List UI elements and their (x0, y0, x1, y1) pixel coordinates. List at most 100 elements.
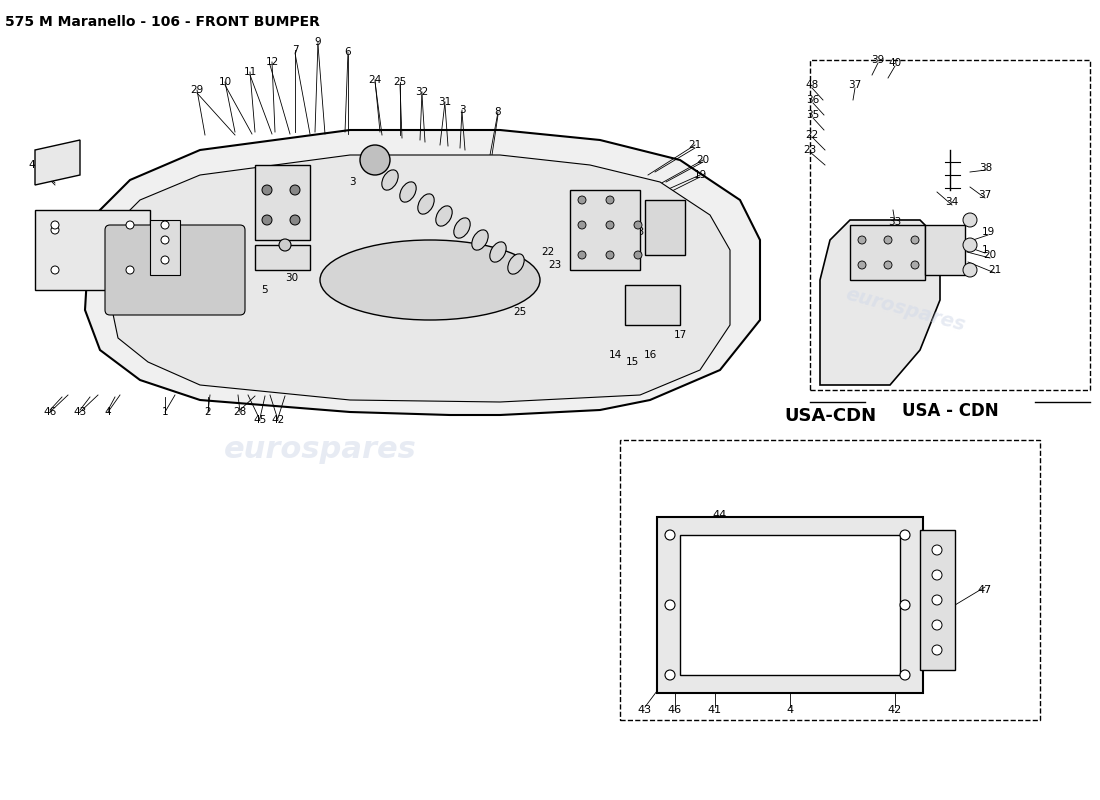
Circle shape (262, 215, 272, 225)
Text: eurospares: eurospares (273, 329, 468, 391)
Text: USA-CDN: USA-CDN (784, 407, 876, 425)
Text: 44: 44 (713, 510, 727, 520)
Text: 27: 27 (483, 305, 496, 315)
PathPatch shape (820, 220, 940, 385)
Text: 47: 47 (978, 585, 992, 595)
Ellipse shape (399, 182, 416, 202)
Text: 575 M Maranello - 106 - FRONT BUMPER: 575 M Maranello - 106 - FRONT BUMPER (6, 15, 320, 29)
Circle shape (858, 261, 866, 269)
Text: 29: 29 (190, 85, 204, 95)
Circle shape (666, 600, 675, 610)
Ellipse shape (490, 242, 506, 262)
FancyBboxPatch shape (104, 225, 245, 315)
Text: 42: 42 (272, 415, 285, 425)
Text: 1: 1 (162, 407, 168, 417)
Circle shape (962, 263, 977, 277)
Circle shape (900, 530, 910, 540)
Circle shape (161, 256, 169, 264)
Circle shape (932, 645, 942, 655)
Circle shape (606, 196, 614, 204)
Circle shape (51, 226, 59, 234)
Text: eurospares: eurospares (714, 583, 856, 627)
Circle shape (126, 266, 134, 274)
FancyBboxPatch shape (810, 60, 1090, 390)
Text: 43: 43 (74, 407, 87, 417)
Text: 33: 33 (889, 217, 902, 227)
Circle shape (51, 221, 59, 229)
Circle shape (900, 670, 910, 680)
FancyBboxPatch shape (35, 210, 150, 290)
Text: 20: 20 (696, 155, 710, 165)
FancyBboxPatch shape (150, 220, 180, 275)
Text: 40: 40 (889, 58, 902, 68)
Ellipse shape (418, 194, 434, 214)
Text: 7: 7 (292, 45, 298, 55)
Ellipse shape (508, 254, 525, 274)
Circle shape (578, 196, 586, 204)
Text: 25: 25 (394, 77, 407, 87)
Text: 37: 37 (848, 80, 861, 90)
Text: 2: 2 (205, 407, 211, 417)
Circle shape (634, 221, 642, 229)
Text: 46: 46 (43, 407, 56, 417)
PathPatch shape (85, 130, 760, 415)
Text: eurospares: eurospares (223, 435, 417, 465)
Text: 34: 34 (945, 197, 958, 207)
Circle shape (962, 238, 977, 252)
Circle shape (161, 221, 169, 229)
Text: 9: 9 (315, 37, 321, 47)
Text: 41: 41 (708, 705, 722, 715)
Text: 21: 21 (989, 265, 1002, 275)
Text: 37: 37 (978, 190, 991, 200)
Circle shape (932, 570, 942, 580)
Circle shape (51, 266, 59, 274)
Text: 18: 18 (646, 243, 659, 253)
Text: 42: 42 (888, 705, 902, 715)
Text: 10: 10 (219, 77, 232, 87)
Text: 28: 28 (233, 407, 246, 417)
FancyBboxPatch shape (625, 285, 680, 325)
Circle shape (634, 251, 642, 259)
Text: 32: 32 (416, 87, 429, 97)
Circle shape (932, 620, 942, 630)
Text: 5: 5 (262, 285, 268, 295)
Text: 39: 39 (871, 55, 884, 65)
Text: 3: 3 (459, 105, 465, 115)
Circle shape (290, 185, 300, 195)
Ellipse shape (472, 230, 488, 250)
Circle shape (290, 215, 300, 225)
Text: 16: 16 (644, 350, 657, 360)
Circle shape (911, 261, 918, 269)
PathPatch shape (108, 155, 730, 402)
Text: 25: 25 (514, 307, 527, 317)
PathPatch shape (35, 140, 80, 185)
Text: 22: 22 (805, 130, 818, 140)
Circle shape (932, 595, 942, 605)
Text: eurospares: eurospares (133, 231, 327, 309)
FancyBboxPatch shape (255, 165, 310, 240)
Text: 3: 3 (349, 177, 355, 187)
Ellipse shape (382, 170, 398, 190)
FancyBboxPatch shape (620, 440, 1040, 720)
Text: 45: 45 (253, 415, 266, 425)
Text: 36: 36 (806, 95, 820, 105)
Circle shape (884, 236, 892, 244)
FancyBboxPatch shape (850, 225, 925, 280)
Circle shape (911, 236, 918, 244)
Text: 14: 14 (608, 350, 622, 360)
FancyBboxPatch shape (645, 200, 685, 255)
Text: 22: 22 (541, 247, 554, 257)
Circle shape (606, 251, 614, 259)
Text: 1: 1 (981, 245, 988, 255)
Text: 31: 31 (439, 97, 452, 107)
Text: 46: 46 (668, 705, 682, 715)
Circle shape (884, 261, 892, 269)
Text: 11: 11 (243, 67, 256, 77)
Text: 43: 43 (638, 705, 652, 715)
Text: 21: 21 (689, 140, 702, 150)
Text: 4: 4 (786, 705, 793, 715)
Circle shape (126, 221, 134, 229)
Text: 19: 19 (693, 170, 706, 180)
Circle shape (161, 236, 169, 244)
Ellipse shape (436, 206, 452, 226)
